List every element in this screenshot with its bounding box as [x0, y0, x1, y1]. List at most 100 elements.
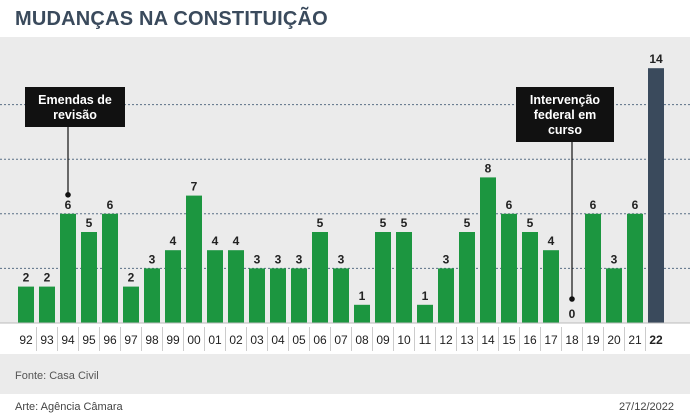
bar-17	[543, 250, 559, 323]
value-label-06: 5	[317, 216, 324, 230]
bar-11	[417, 304, 433, 323]
value-label-20: 3	[611, 252, 618, 266]
value-label-99: 4	[170, 234, 177, 248]
bar-04	[270, 268, 286, 323]
bars	[18, 68, 664, 323]
value-label-10: 5	[401, 216, 408, 230]
bar-06	[312, 232, 328, 323]
value-label-19: 6	[590, 198, 597, 212]
bar-09	[375, 232, 391, 323]
bar-03	[249, 268, 265, 323]
value-label-18: 0	[569, 307, 576, 321]
x-axis: 92 93 94 95 96 97 98 99 00 01 02 03 04 05 06 07 08 09 10 11…	[0, 322, 690, 354]
value-label-12: 3	[443, 252, 450, 266]
tick-label-11: 11	[419, 333, 432, 347]
tick-label-01: 01	[208, 333, 222, 347]
bar-93	[39, 286, 55, 323]
x-axis-band	[0, 323, 690, 354]
value-label-14: 8	[485, 161, 492, 175]
tick-label-07: 07	[334, 333, 348, 347]
annotation-box	[516, 87, 614, 142]
value-label-95: 5	[86, 216, 93, 230]
credit-note: Arte: Agência Câmara	[15, 401, 123, 413]
bar-95	[81, 232, 97, 323]
bar-21	[627, 213, 643, 323]
tick-label-20: 20	[607, 333, 621, 347]
annotation-dot	[569, 296, 575, 302]
annotation-text: Intervenção	[530, 93, 601, 107]
tick-label-92: 92	[19, 333, 33, 347]
bar-16	[522, 232, 538, 323]
value-label-00: 7	[191, 180, 198, 194]
tick-label-94: 94	[61, 333, 75, 347]
bar-13	[459, 232, 475, 323]
tick-label-10: 10	[397, 333, 411, 347]
value-label-15: 6	[506, 198, 513, 212]
bar-99	[165, 250, 181, 323]
value-label-11: 1	[422, 289, 429, 303]
bar-20	[606, 268, 622, 323]
bar-15	[501, 213, 517, 323]
bar-96	[102, 213, 118, 323]
value-label-96: 6	[107, 198, 114, 212]
bar-92	[18, 286, 34, 323]
tick-label-04: 04	[271, 333, 285, 347]
bar-98	[144, 268, 160, 323]
annotation-dot	[65, 192, 71, 198]
source-note: Fonte: Casa Civil	[15, 370, 99, 382]
value-label-03: 3	[254, 252, 261, 266]
tick-label-22: 22	[649, 333, 663, 347]
tick-label-06: 06	[313, 333, 327, 347]
tick-label-13: 13	[460, 333, 474, 347]
bar-10	[396, 232, 412, 323]
value-label-16: 5	[527, 216, 534, 230]
date-note: 27/12/2022	[618, 401, 674, 413]
value-label-07: 3	[338, 252, 345, 266]
bar-12	[438, 268, 454, 323]
annotation-text: curso	[548, 123, 582, 137]
value-label-21: 6	[632, 198, 639, 212]
bar-22	[648, 68, 664, 323]
value-label-98: 3	[149, 252, 156, 266]
tick-label-93: 93	[40, 333, 54, 347]
tick-label-15: 15	[502, 333, 516, 347]
bar-19	[585, 213, 601, 323]
tick-label-05: 05	[292, 333, 306, 347]
tick-label-14: 14	[481, 333, 495, 347]
tick-label-95: 95	[82, 333, 96, 347]
value-label-94: 6	[65, 198, 72, 212]
tick-label-96: 96	[103, 333, 117, 347]
tick-label-17: 17	[544, 333, 558, 347]
tick-label-97: 97	[124, 333, 138, 347]
annotation-text: revisão	[53, 108, 97, 122]
value-label-02: 4	[233, 234, 240, 248]
tick-label-02: 02	[229, 333, 243, 347]
value-label-17: 4	[548, 234, 555, 248]
value-label-04: 3	[275, 252, 282, 266]
annotation-box	[25, 87, 125, 127]
bar-05	[291, 268, 307, 323]
bar-94	[60, 213, 76, 323]
bar-14	[480, 177, 496, 323]
tick-label-21: 21	[628, 333, 642, 347]
tick-label-19: 19	[586, 333, 600, 347]
annotation-text: Emendas de	[38, 93, 112, 107]
value-label-13: 5	[464, 216, 471, 230]
value-label-08: 1	[359, 289, 366, 303]
annotation-text: federal em	[534, 108, 597, 122]
tick-label-12: 12	[439, 333, 453, 347]
value-label-93: 2	[44, 271, 51, 285]
value-label-05: 3	[296, 252, 303, 266]
bar-97	[123, 286, 139, 323]
tick-label-99: 99	[166, 333, 180, 347]
value-label-97: 2	[128, 271, 135, 285]
tick-label-18: 18	[565, 333, 579, 347]
bar-01	[207, 250, 223, 323]
bar-02	[228, 250, 244, 323]
chart-title: MUDANÇAS NA CONSTITUIÇÃO	[15, 8, 328, 30]
bar-00	[186, 195, 202, 323]
value-label-22: 14	[649, 52, 663, 66]
